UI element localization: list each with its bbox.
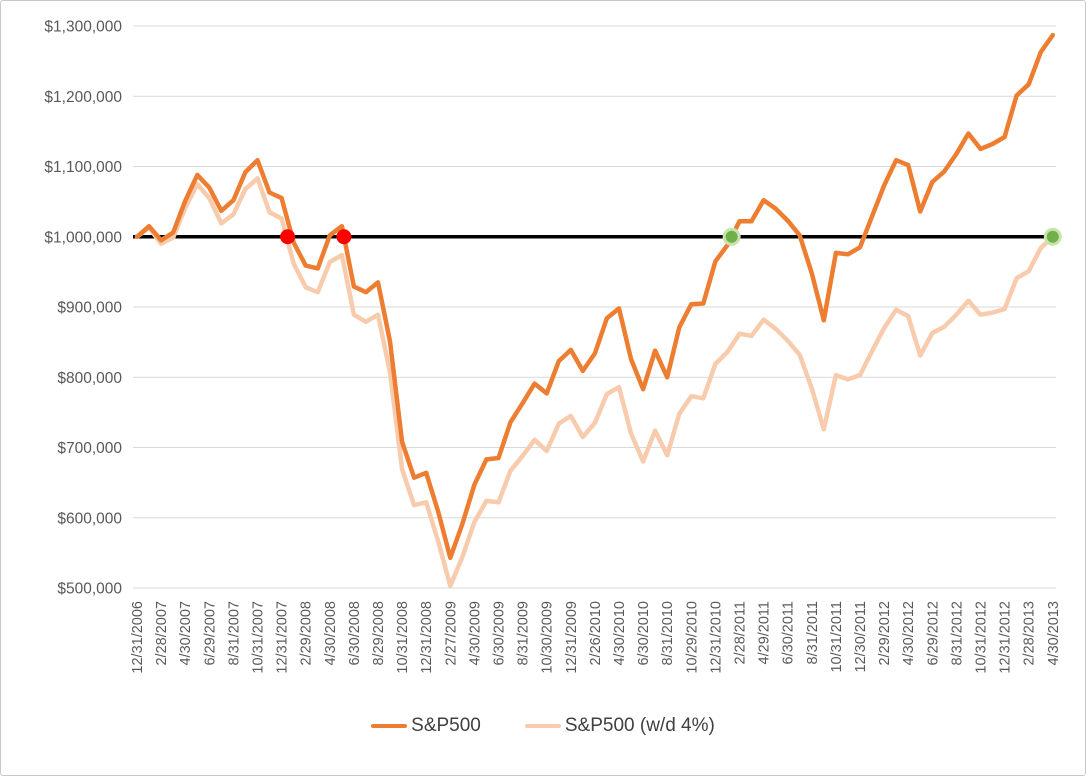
x-axis-tick-label: 8/31/2009 <box>516 601 532 666</box>
x-axis-tick-label: 8/31/2011 <box>805 601 821 664</box>
y-axis-tick-label: $1,300,000 <box>44 19 122 36</box>
x-axis-tick-label: 2/26/2010 <box>588 601 604 666</box>
y-axis-tick-label: $800,000 <box>57 370 122 387</box>
x-axis-tick-label: 8/31/2010 <box>660 601 676 666</box>
x-axis-tick-label: 4/30/2008 <box>323 601 339 666</box>
x-axis-tick-label: 2/28/2007 <box>154 601 170 666</box>
green-crossing-dot <box>1043 227 1062 246</box>
x-axis-tick-label: 2/27/2009 <box>443 601 459 666</box>
x-axis-tick-label: 2/28/2011 <box>733 601 749 664</box>
x-axis-tick-label: 6/30/2008 <box>347 601 363 666</box>
y-axis-tick-label: $1,100,000 <box>44 159 122 176</box>
x-axis-tick-label: 12/31/2007 <box>275 601 291 674</box>
x-axis-tick-label: 4/30/2009 <box>467 601 483 666</box>
x-axis-tick-label: 8/31/2012 <box>949 601 965 666</box>
sp500-wd4-line <box>134 176 1056 589</box>
legend-item-sp500-wd4: S&P500 (w/d 4%) <box>524 715 715 737</box>
x-axis-tick-label: 4/30/2007 <box>178 601 194 666</box>
x-axis-tick-label: 4/30/2012 <box>901 601 917 666</box>
x-axis-tick-label: 6/29/2012 <box>925 601 941 666</box>
x-axis-tick-label: 10/31/2011 <box>829 601 845 673</box>
red-crossing-dot <box>336 229 352 245</box>
green-crossing-dot <box>722 227 741 246</box>
legend-item-sp500: S&P500 <box>371 715 481 737</box>
x-axis-tick-label: 12/31/2008 <box>419 601 435 674</box>
y-axis-tick-label: $700,000 <box>57 440 122 457</box>
y-axis-tick-label: $1,200,000 <box>44 89 122 106</box>
x-axis-tick-label: 4/29/2011 <box>757 601 773 664</box>
legend-label-sp500: S&P500 <box>411 715 481 736</box>
x-axis-tick-label: 6/29/2007 <box>202 601 218 666</box>
y-axis-tick-label: $500,000 <box>57 581 122 598</box>
red-crossing-dot <box>280 229 296 245</box>
x-axis-tick-label: 6/30/2011 <box>781 601 797 664</box>
sp500-line <box>134 32 1056 561</box>
x-axis-tick-label: 12/31/2009 <box>564 601 580 674</box>
x-axis-tick-label: 12/31/2006 <box>130 601 146 674</box>
x-axis-tick-label: 6/30/2009 <box>492 601 508 666</box>
sp500-wd4-line-swatch <box>524 723 561 729</box>
chart-legend: S&P500 S&P500 (w/d 4%) <box>1 715 1085 737</box>
x-axis-tick-label: 2/28/2013 <box>1022 601 1038 666</box>
x-axis-tick-label: 4/30/2013 <box>1046 601 1062 666</box>
y-axis-tick-label: $1,000,000 <box>44 229 122 246</box>
x-axis-tick-label: 10/30/2009 <box>540 601 556 674</box>
x-axis-tick-label: 10/31/2012 <box>974 601 990 674</box>
x-axis-tick-label: 12/31/2010 <box>708 601 724 674</box>
x-axis-tick-label: 2/29/2012 <box>877 601 893 666</box>
x-axis-tick-label: 10/31/2008 <box>395 601 411 674</box>
x-axis-tick-label: 12/30/2011 <box>853 601 869 673</box>
x-axis-tick-label: 12/31/2012 <box>998 601 1014 674</box>
x-axis-tick-label: 2/29/2008 <box>299 601 315 666</box>
x-axis-tick-label: 6/30/2010 <box>636 601 652 666</box>
y-axis-tick-label: $600,000 <box>57 510 122 527</box>
sp500-line-swatch <box>371 723 408 729</box>
x-axis-tick-label: 8/31/2007 <box>226 601 242 666</box>
legend-label-sp500-wd4: S&P500 (w/d 4%) <box>564 715 715 736</box>
y-axis-tick-label: $900,000 <box>57 300 122 317</box>
x-axis-tick-label: 4/30/2010 <box>612 601 628 666</box>
x-axis-tick-label: 10/31/2007 <box>251 601 267 674</box>
x-axis-tick-label: 8/29/2008 <box>371 601 387 666</box>
x-axis-tick-label: 10/29/2010 <box>684 601 700 674</box>
